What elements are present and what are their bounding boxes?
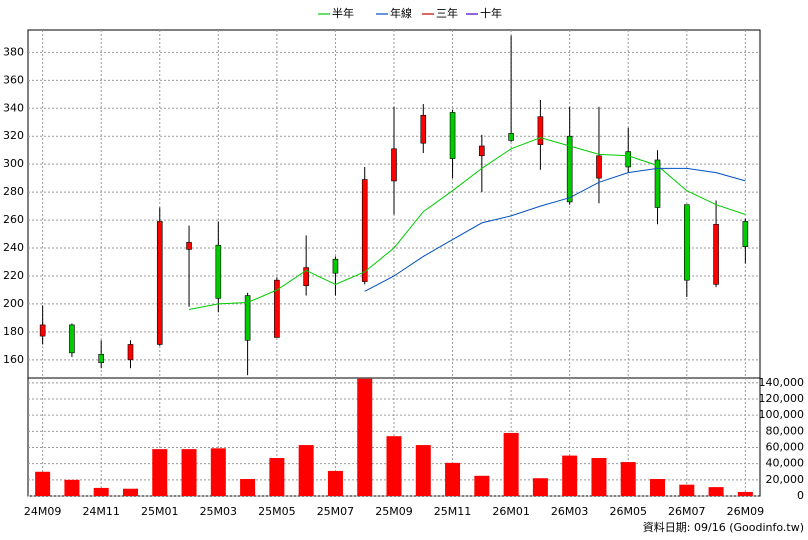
candle-body xyxy=(156,221,163,345)
volume-bar xyxy=(562,455,578,496)
legend-label: 半年 xyxy=(332,6,354,20)
volume-bar xyxy=(591,458,607,496)
candle-body xyxy=(449,112,456,159)
volume-bar xyxy=(152,449,168,496)
x-tick-label: 24M11 xyxy=(82,505,120,518)
candle-body xyxy=(742,221,749,247)
volume-bar xyxy=(679,484,695,496)
volume-bar xyxy=(357,378,373,496)
y2-tick-label: 80,000 xyxy=(766,424,805,437)
y-tick-label: 220 xyxy=(3,269,24,282)
x-tick-label: 25M03 xyxy=(200,505,238,518)
candle-body xyxy=(654,159,661,208)
y2-tick-label: 20,000 xyxy=(766,473,805,486)
y2-tick-label: 60,000 xyxy=(766,441,805,454)
x-tick-label: 26M07 xyxy=(668,505,706,518)
volume-bar xyxy=(386,436,402,496)
volume-bar xyxy=(35,471,51,496)
volume-bar xyxy=(650,479,666,496)
y-tick-label: 360 xyxy=(3,73,24,86)
volume-bar xyxy=(181,449,197,496)
volume-bar xyxy=(122,488,138,496)
candle-body xyxy=(39,324,46,337)
candle-body xyxy=(596,155,602,179)
y2-tick-label: 120,000 xyxy=(759,392,805,405)
candle-body xyxy=(244,295,251,341)
volume-bar xyxy=(503,432,519,496)
candle-body xyxy=(537,116,544,145)
x-tick-label: 24M09 xyxy=(24,505,62,518)
y2-tick-label: 40,000 xyxy=(766,457,805,470)
volume-bar xyxy=(737,491,753,496)
volume-bar xyxy=(708,487,724,496)
legend-label: 十年 xyxy=(480,6,502,20)
volume-bar xyxy=(327,470,343,496)
candle-body xyxy=(274,279,280,338)
candle-body xyxy=(69,324,75,354)
candle-body xyxy=(508,133,514,141)
candle-body xyxy=(566,135,573,203)
candle-body xyxy=(186,242,192,250)
volume-bar xyxy=(532,478,548,496)
candle-body xyxy=(361,179,368,282)
y-tick-label: 300 xyxy=(3,157,24,170)
y-tick-label: 380 xyxy=(3,45,24,58)
candle-body xyxy=(215,244,222,299)
candle-body xyxy=(332,258,339,274)
y-tick-label: 320 xyxy=(3,129,24,142)
y-tick-label: 200 xyxy=(3,297,24,310)
x-tick-label: 26M01 xyxy=(492,505,530,518)
y-tick-label: 280 xyxy=(3,185,24,198)
candle-body xyxy=(98,353,104,363)
candle-body xyxy=(683,204,690,281)
candle-body xyxy=(479,145,485,157)
y2-tick-label: 0 xyxy=(797,489,804,502)
volume-bar xyxy=(240,479,256,496)
x-tick-label: 26M09 xyxy=(727,505,765,518)
y2-tick-label: 100,000 xyxy=(759,408,805,421)
volume-bar xyxy=(415,445,431,496)
y-tick-label: 340 xyxy=(3,101,24,114)
legend-label: 三年 xyxy=(436,6,458,20)
ma-line xyxy=(364,167,746,292)
y-tick-label: 240 xyxy=(3,241,24,254)
x-tick-label: 25M01 xyxy=(141,505,179,518)
volume-bar xyxy=(298,445,314,496)
candle-body xyxy=(420,114,427,144)
volume-bar xyxy=(64,479,80,496)
x-tick-label: 25M11 xyxy=(434,505,472,518)
x-tick-label: 25M07 xyxy=(317,505,355,518)
legend-label: 年線 xyxy=(390,6,412,20)
y-tick-label: 260 xyxy=(3,213,24,226)
volume-bar xyxy=(93,487,109,496)
candle-body xyxy=(625,151,632,168)
candle-body xyxy=(391,148,397,182)
y-tick-label: 180 xyxy=(3,325,24,338)
volume-bar xyxy=(620,462,636,496)
volume-bar xyxy=(210,448,226,496)
x-tick-label: 25M05 xyxy=(258,505,296,518)
x-tick-label: 26M05 xyxy=(609,505,647,518)
volume-bar xyxy=(445,462,461,496)
ma-line xyxy=(188,137,746,310)
candle-body xyxy=(713,223,719,285)
footnote: 資料日期: 09/16 (Goodinfo.tw) xyxy=(643,520,804,534)
candle-body xyxy=(127,344,134,361)
x-tick-label: 26M03 xyxy=(551,505,589,518)
x-tick-label: 25M09 xyxy=(375,505,413,518)
y-tick-label: 160 xyxy=(3,353,24,366)
candle-body xyxy=(303,267,309,287)
volume-bar xyxy=(269,458,285,496)
volume-bar xyxy=(474,475,490,496)
y2-tick-label: 140,000 xyxy=(759,376,805,389)
